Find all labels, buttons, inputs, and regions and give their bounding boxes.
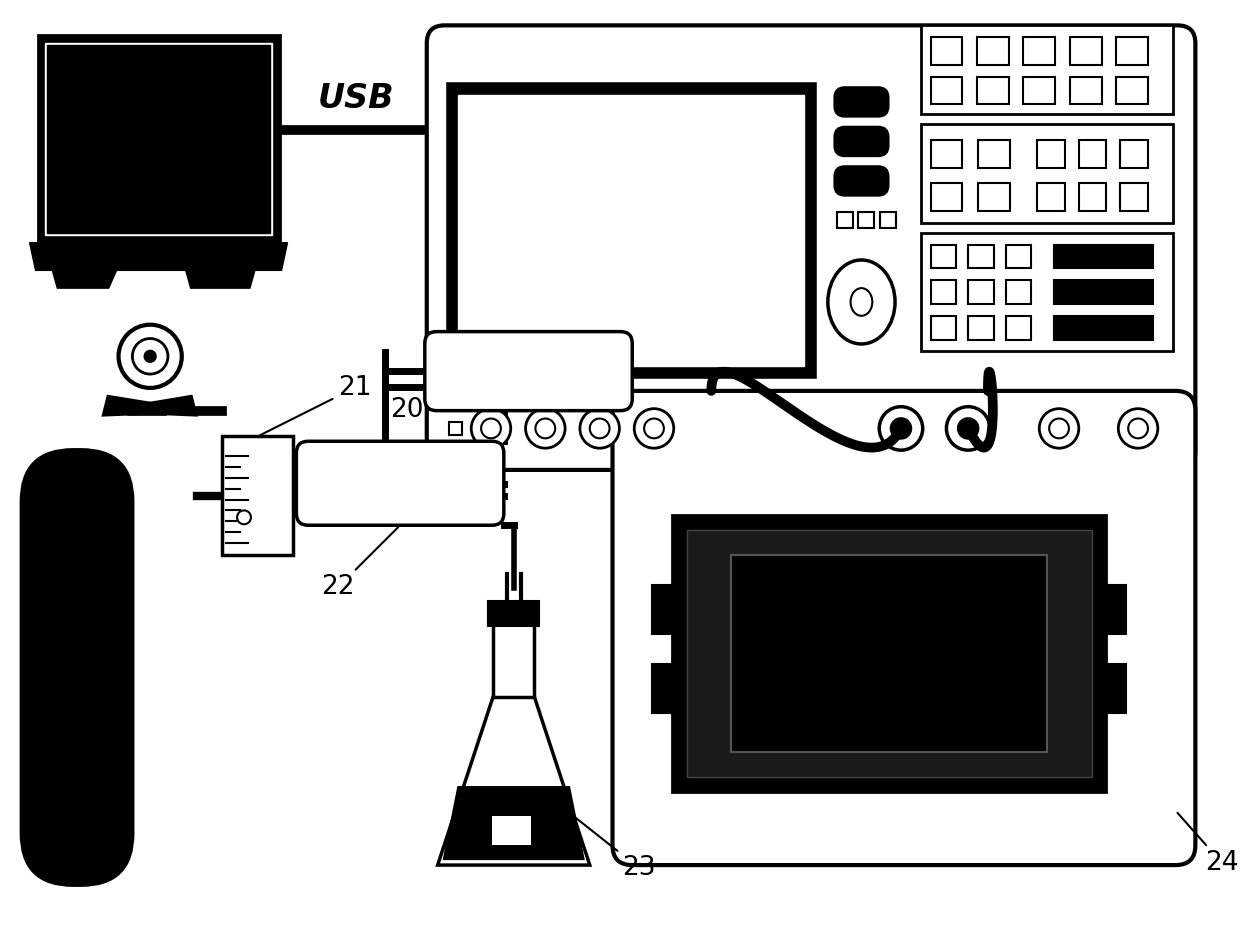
Polygon shape	[443, 786, 585, 860]
Text: 24: 24	[1178, 813, 1239, 876]
Circle shape	[580, 408, 620, 448]
Bar	[449, 84, 813, 376]
Circle shape	[959, 419, 978, 438]
Bar	[930, 244, 956, 269]
Ellipse shape	[828, 260, 895, 344]
Bar	[489, 601, 539, 626]
Bar	[37, 35, 279, 243]
Polygon shape	[150, 395, 197, 416]
FancyBboxPatch shape	[296, 442, 503, 525]
Ellipse shape	[851, 288, 872, 316]
Circle shape	[634, 408, 673, 448]
Text: 22: 22	[531, 243, 601, 330]
Bar	[1120, 183, 1148, 211]
FancyBboxPatch shape	[835, 167, 888, 195]
FancyBboxPatch shape	[835, 88, 888, 117]
Bar	[1116, 77, 1148, 105]
Bar	[930, 140, 962, 168]
Text: USB: USB	[317, 82, 394, 115]
Bar	[1038, 140, 1065, 168]
Circle shape	[892, 419, 911, 438]
Circle shape	[1118, 408, 1158, 448]
Polygon shape	[30, 243, 288, 270]
Polygon shape	[52, 270, 117, 288]
Bar	[837, 212, 853, 228]
Text: 23: 23	[575, 818, 656, 881]
Bar	[968, 244, 993, 269]
Bar	[1106, 584, 1126, 634]
Circle shape	[237, 510, 250, 524]
Bar	[687, 531, 1091, 777]
Text: 22: 22	[321, 527, 398, 600]
Bar	[1054, 316, 1153, 340]
FancyBboxPatch shape	[427, 25, 1195, 469]
Bar	[1006, 316, 1032, 340]
Circle shape	[536, 419, 556, 438]
Circle shape	[879, 407, 923, 450]
Circle shape	[481, 419, 501, 438]
Bar	[1038, 183, 1065, 211]
Bar	[1070, 77, 1101, 105]
Bar	[459, 94, 805, 366]
Bar	[1106, 664, 1126, 713]
Bar	[978, 183, 1009, 211]
Circle shape	[471, 408, 511, 448]
Bar	[1054, 281, 1153, 304]
FancyBboxPatch shape	[835, 127, 888, 156]
Polygon shape	[103, 395, 150, 416]
Bar	[921, 232, 1173, 351]
Circle shape	[946, 407, 990, 450]
Bar	[977, 77, 1008, 105]
FancyBboxPatch shape	[22, 450, 133, 885]
Circle shape	[133, 339, 167, 374]
Circle shape	[644, 419, 663, 438]
Circle shape	[526, 408, 565, 448]
Bar	[1120, 140, 1148, 168]
Bar	[1079, 140, 1106, 168]
Bar	[858, 212, 874, 228]
Bar	[1054, 244, 1153, 269]
Bar	[494, 608, 534, 697]
Bar	[732, 555, 1047, 753]
Bar	[1006, 281, 1032, 304]
FancyBboxPatch shape	[425, 332, 632, 410]
Circle shape	[1128, 419, 1148, 438]
Bar	[921, 124, 1173, 223]
Bar	[652, 584, 677, 634]
Bar	[930, 281, 956, 304]
Bar	[672, 516, 1106, 792]
Text: 21: 21	[260, 375, 371, 435]
Bar	[930, 316, 956, 340]
Bar	[978, 140, 1009, 168]
Circle shape	[590, 419, 610, 438]
Bar	[1006, 244, 1032, 269]
Bar	[930, 183, 962, 211]
Bar	[880, 212, 897, 228]
Polygon shape	[438, 697, 590, 865]
Bar	[1116, 37, 1148, 65]
Circle shape	[144, 350, 156, 362]
Circle shape	[1039, 408, 1079, 448]
Bar	[977, 37, 1008, 65]
Bar	[930, 37, 962, 65]
Circle shape	[119, 325, 182, 388]
Bar	[968, 316, 993, 340]
FancyBboxPatch shape	[613, 391, 1195, 865]
Polygon shape	[186, 270, 255, 288]
Bar	[1079, 183, 1106, 211]
Bar	[652, 664, 677, 713]
Bar	[222, 436, 294, 555]
Bar	[1023, 37, 1055, 65]
Bar	[1023, 77, 1055, 105]
Bar	[930, 77, 962, 105]
Bar	[492, 816, 532, 845]
Bar	[968, 281, 993, 304]
Bar	[449, 421, 463, 435]
Bar	[1070, 37, 1101, 65]
Circle shape	[1049, 419, 1069, 438]
Bar	[921, 25, 1173, 114]
Text: 20: 20	[391, 381, 446, 422]
Bar	[47, 45, 269, 232]
Bar	[46, 44, 272, 235]
